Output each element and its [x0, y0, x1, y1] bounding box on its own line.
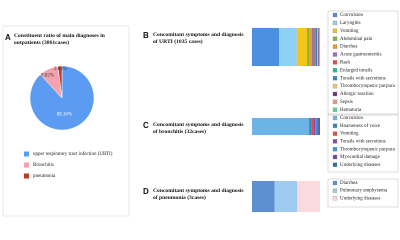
legend-swatch: [332, 196, 338, 201]
legend-label: Tonsils with secretions: [340, 76, 386, 81]
legend-swatch: [332, 83, 338, 89]
legend-label: Laryngitis: [340, 21, 361, 26]
bar-segment: [309, 118, 312, 135]
legend-label: Diarrhea: [340, 181, 358, 186]
chart-title: Constituent ratio of main diagnoses in o…: [14, 33, 105, 46]
legend-swatch: [332, 60, 338, 65]
chart-title: Concomitant symptoms and diagnosis of br…: [153, 122, 244, 135]
panel-label: A: [5, 33, 11, 42]
legend-swatch: [332, 154, 338, 160]
legend-swatch: [332, 12, 338, 18]
bar-segment: [309, 28, 312, 66]
legend-swatch: [332, 139, 338, 144]
legend-label: Underlying diseases: [340, 196, 380, 201]
legend-label: upper respiratory tract infection (URTI): [33, 152, 113, 157]
legend-label: Tonsils with secretions: [340, 140, 386, 145]
bar-segment: [296, 28, 308, 66]
legend-swatch: [332, 180, 338, 186]
bar-segment: [313, 118, 316, 135]
legend-swatch: [332, 147, 338, 152]
legend-label: Rash: [340, 61, 351, 66]
legend-swatch: [332, 99, 338, 105]
bar-segment: [315, 28, 318, 66]
value-label: 88.16%: [57, 113, 72, 118]
legend-label: Pulmonary emphysema: [340, 189, 388, 194]
legend-label: pneumonia: [33, 174, 56, 179]
panel-label: C: [143, 121, 149, 130]
bar-segment: [318, 28, 320, 66]
legend-label: Sepsis: [340, 100, 353, 105]
legend-label: Hoarseness of voice: [340, 124, 381, 129]
bar-segment: [297, 181, 320, 212]
bar-segment: [313, 28, 315, 66]
legend-swatch: [24, 173, 29, 179]
panel-label: D: [143, 187, 149, 196]
legend-swatch: [332, 162, 338, 167]
legend-label: Vomiting: [340, 132, 359, 137]
bar-segment: [317, 28, 318, 66]
panel-label: B: [143, 31, 149, 40]
legend-swatch: [332, 36, 338, 41]
legend-label: Myocardial damage: [340, 155, 381, 160]
bar-segment: [314, 28, 316, 66]
chart-title: Concomitant symptoms and diagnosis of UR…: [153, 32, 244, 45]
legend-label: Allergic reaction: [340, 92, 374, 97]
value-label: 2.02%: [54, 67, 67, 72]
legend-frame: [327, 113, 399, 173]
chart-title: Concomitant symptoms and diagnosis of pn…: [153, 188, 244, 201]
bar-segment: [317, 118, 319, 135]
legend-swatch: [332, 188, 338, 193]
legend-frame: [327, 178, 399, 208]
bar-segment: [317, 28, 319, 66]
legend-swatch: [24, 162, 29, 168]
legend-label: Thrombocytopenic purpura: [340, 84, 396, 89]
legend-frame: [327, 10, 399, 116]
legend-label: Bronchitis: [33, 163, 54, 168]
legend-swatch: [332, 20, 338, 26]
legend-label: Convulsion: [340, 116, 364, 121]
bar-segment: [252, 118, 310, 135]
bar-segment: [274, 181, 298, 212]
legend-swatch: [332, 68, 338, 73]
bar-segment: [315, 118, 318, 135]
bar-segment: [311, 28, 314, 66]
bar-segment: [318, 118, 320, 135]
legend-label: Diarrhea: [340, 45, 358, 50]
legend-label: Hematuria: [340, 108, 362, 113]
bar-segment: [319, 28, 320, 66]
legend-swatch: [332, 115, 338, 121]
legend-label: Underlying diseases: [340, 163, 380, 168]
pie-slice: [57, 65, 63, 99]
panel-frame: [2, 25, 130, 217]
bar-segment: [279, 28, 297, 66]
legend-swatch: [332, 107, 338, 112]
legend-label: Abdominal pain: [340, 37, 373, 42]
legend-label: Vomiting: [340, 29, 359, 34]
bar-segment: [252, 28, 280, 66]
legend-label: Convulsion: [340, 13, 364, 18]
legend-swatch: [332, 28, 338, 33]
bar-segment: [307, 28, 310, 66]
legend-label: Thrombocytopenic purpura: [340, 147, 396, 152]
legend-swatch: [332, 52, 338, 57]
legend-swatch: [332, 44, 338, 49]
bar-segment: [252, 181, 275, 212]
legend-swatch: [332, 131, 338, 136]
value-label: 9.82%: [41, 74, 54, 79]
legend-swatch: [332, 76, 338, 81]
legend-swatch: [24, 151, 29, 157]
legend-swatch: [332, 91, 338, 97]
legend-label: Enlarged tonsils: [340, 68, 372, 73]
legend-swatch: [332, 123, 338, 128]
bar-segment: [311, 118, 314, 135]
legend-label: Acute gastroenteritis: [340, 53, 382, 58]
